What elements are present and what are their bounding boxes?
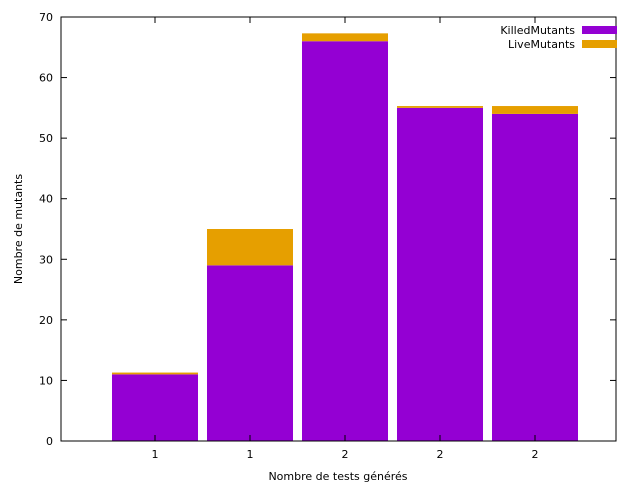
y-tick-label: 20 xyxy=(39,314,53,327)
bar-killed-mutants-1 xyxy=(112,374,198,441)
legend-label: KilledMutants xyxy=(500,24,575,37)
x-tick-label: 1 xyxy=(152,448,159,461)
x-axis-label: Nombre de tests générés xyxy=(268,470,407,483)
bar-killed-mutants-4 xyxy=(397,107,483,441)
x-tick-label: 2 xyxy=(437,448,444,461)
bar-live-mutants-1 xyxy=(112,372,198,375)
y-axis-label: Nombre de mutants xyxy=(12,174,25,284)
y-axis: 0 10 20 30 40 50 60 70 xyxy=(39,11,616,448)
plot-frame xyxy=(60,16,617,442)
y-tick-label: 30 xyxy=(39,253,53,266)
bar-live-mutants-3 xyxy=(302,33,388,42)
y-tick-label: 40 xyxy=(39,193,53,206)
y-tick-label: 50 xyxy=(39,132,53,145)
bar-live-mutants-5 xyxy=(492,106,578,114)
x-tick-label: 1 xyxy=(247,448,254,461)
x-tick-label: 2 xyxy=(532,448,539,461)
bar-live-mutants-2 xyxy=(207,229,293,266)
x-tick-label: 2 xyxy=(342,448,349,461)
y-tick-label: 60 xyxy=(39,72,53,85)
bar-killed-mutants-2 xyxy=(207,265,293,441)
y-tick-label: 0 xyxy=(46,435,53,448)
legend-swatch xyxy=(582,26,617,34)
y-tick-label: 10 xyxy=(39,374,53,387)
bars-layer xyxy=(112,33,578,442)
bar-live-mutants-4 xyxy=(397,106,483,108)
y-tick-label: 70 xyxy=(39,11,53,24)
x-axis: 1 1 2 2 2 xyxy=(152,17,539,461)
legend-label: LiveMutants xyxy=(508,38,575,51)
legend-swatch xyxy=(582,40,617,48)
bar-killed-mutants-5 xyxy=(492,113,578,442)
bar-killed-mutants-3 xyxy=(302,41,388,441)
